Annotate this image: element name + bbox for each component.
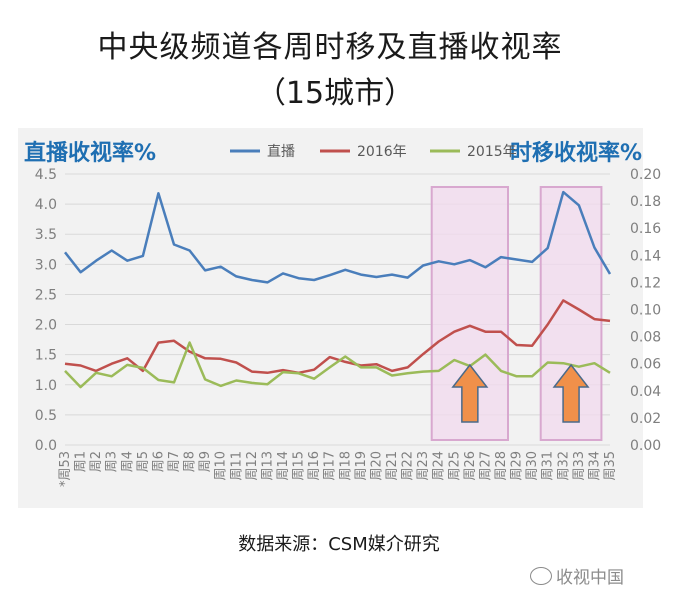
x-tick-label: 周6 xyxy=(151,451,166,472)
series-line xyxy=(64,341,611,389)
up-arrow xyxy=(451,363,489,423)
x-tick-label: 周34 xyxy=(587,451,602,481)
wechat-icon xyxy=(530,567,552,585)
x-tick-label: 周28 xyxy=(494,451,509,481)
x-tick-label: 周19 xyxy=(354,451,369,481)
chart-title: 中央级频道各周时移及直播收视率 xyxy=(97,30,563,65)
x-tick-label: 周27 xyxy=(478,451,493,481)
x-tick-label: 周4 xyxy=(120,451,135,472)
legend-label: 直播 xyxy=(267,143,295,160)
right-tick-label: 0.02 xyxy=(630,411,661,427)
x-tick-label: 周18 xyxy=(338,451,353,481)
x-tick-label: 周1 xyxy=(74,451,89,472)
x-tick-label: 周9 xyxy=(198,451,213,472)
x-tick-label: 周24 xyxy=(432,451,447,481)
x-tick-label: 周32 xyxy=(556,451,571,481)
left-tick-label: 4.5 xyxy=(35,167,57,183)
left-tick-label: 1.5 xyxy=(35,348,57,364)
x-tick-label: 周22 xyxy=(401,451,416,481)
x-tick-label: 周30 xyxy=(525,451,540,481)
right-tick-label: 0.08 xyxy=(630,330,661,346)
right-tick-label: 0.06 xyxy=(630,357,661,373)
left-tick-label: 2.5 xyxy=(35,287,57,303)
left-tick-label: 1.0 xyxy=(35,378,57,394)
right-tick-label: 0.18 xyxy=(630,194,661,210)
x-tick-label: 周10 xyxy=(214,451,229,481)
left-tick-label: 0.5 xyxy=(35,408,57,424)
x-tick-label: 周5 xyxy=(136,451,151,472)
x-tick-label: 周13 xyxy=(260,451,275,481)
series-line xyxy=(64,299,611,375)
watermark: 收视中国 xyxy=(530,563,624,588)
right-axis-title: 时移收视率% xyxy=(510,141,643,166)
chart-subtitle: （15城市） xyxy=(255,76,415,111)
legend-label: 2016年 xyxy=(357,144,407,160)
x-tick-label: 周7 xyxy=(167,451,182,472)
left-tick-label: 2.0 xyxy=(35,318,57,334)
x-tick-label: 周16 xyxy=(307,451,322,481)
x-tick-label: 周2 xyxy=(89,451,104,472)
x-tick-label: 周33 xyxy=(572,451,587,481)
x-tick-label: 周31 xyxy=(541,451,556,481)
x-tick-label: 周12 xyxy=(245,451,260,481)
left-tick-label: 4.0 xyxy=(35,197,57,213)
x-tick-label: 周8 xyxy=(183,451,198,472)
x-tick-label: 周26 xyxy=(463,451,478,481)
x-tick-label: 周21 xyxy=(385,451,400,481)
series-line xyxy=(64,190,612,284)
legend-label: 2015年 xyxy=(467,144,517,160)
right-tick-label: 0.04 xyxy=(630,384,661,400)
right-tick-label: 0.16 xyxy=(630,221,661,237)
left-tick-label: 3.0 xyxy=(35,257,57,273)
left-tick-label: 0.0 xyxy=(35,438,57,454)
right-tick-label: 0.20 xyxy=(630,167,661,183)
right-tick-label: 0.12 xyxy=(630,275,661,291)
left-axis-title: 直播收视率% xyxy=(24,141,157,166)
x-tick-label: 周17 xyxy=(323,451,338,481)
x-tick-label: 周20 xyxy=(369,451,384,481)
x-tick-label: 周14 xyxy=(276,451,291,481)
up-arrow xyxy=(552,363,590,423)
highlight-band xyxy=(539,186,603,441)
right-tick-label: 0.14 xyxy=(630,248,661,264)
right-tick-label: 0.00 xyxy=(630,438,661,454)
x-tick-label: 周23 xyxy=(416,451,431,481)
title-area: 中央级频道各周时移及直播收视率 （15城市） xyxy=(0,0,678,125)
left-tick-label: 3.5 xyxy=(35,227,57,243)
x-tick-label: *周53 xyxy=(58,451,73,487)
x-tick-label: 周35 xyxy=(603,451,618,481)
x-tick-label: 周29 xyxy=(510,451,525,481)
x-tick-label: 周11 xyxy=(229,451,244,481)
x-tick-label: 周3 xyxy=(105,451,120,472)
x-tick-label: 周15 xyxy=(292,451,307,481)
x-tick-label: 周25 xyxy=(447,451,462,481)
watermark-text: 收视中国 xyxy=(556,568,624,588)
right-tick-label: 0.10 xyxy=(630,303,661,319)
data-source: 数据来源：CSM媒介研究 xyxy=(238,534,440,555)
